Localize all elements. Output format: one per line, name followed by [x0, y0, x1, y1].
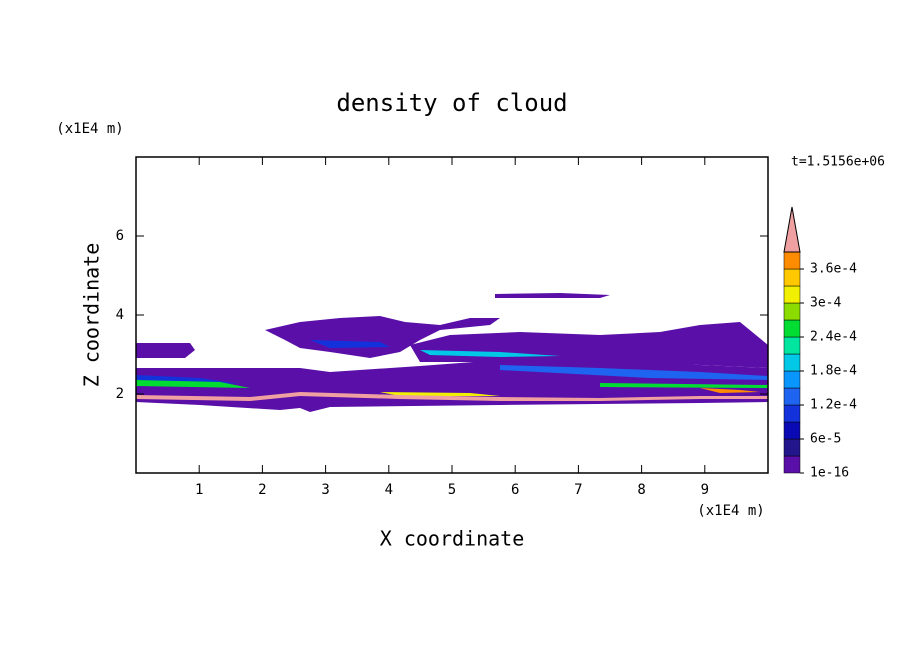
contour-region [700, 388, 760, 393]
x-tick-label: 8 [637, 482, 645, 498]
colorbar-box [783, 285, 801, 304]
contour-region-over [136, 392, 768, 401]
colorbar-box [783, 438, 801, 457]
chart-title: density of cloud [336, 89, 567, 117]
contour-region [136, 380, 250, 388]
contour-region [380, 392, 500, 396]
colorbar-box [783, 302, 801, 321]
colorbar-box [783, 319, 801, 338]
colorbar-label: 3e-4 [810, 296, 841, 311]
colorbar-label: 1e-16 [810, 466, 849, 481]
y-tick-label: 2 [116, 386, 124, 402]
contour-region [420, 350, 560, 357]
x-unit: (x1E4 m) [697, 503, 764, 519]
y-tick-label: 4 [116, 307, 124, 323]
contour-region [495, 293, 610, 298]
x-tick-label: 5 [448, 482, 456, 498]
y-axis-label: Z coordinate [80, 243, 104, 388]
colorbar-box [783, 336, 801, 355]
colorbar-box [783, 404, 801, 423]
time-label: t=1.5156e+06 [791, 155, 885, 170]
contour-region [265, 316, 500, 358]
colorbar-label: 6e-5 [810, 432, 841, 447]
colorbar-label: 2.4e-4 [810, 330, 857, 345]
contour-region [136, 375, 240, 384]
x-axis-label: X coordinate [380, 527, 525, 551]
colorbar-box [783, 251, 801, 270]
colorbar-box [783, 455, 801, 474]
colorbar-box [783, 421, 801, 440]
contour-region [310, 340, 390, 348]
y-tick-label: 6 [116, 228, 124, 244]
x-tick-label: 6 [511, 482, 519, 498]
y-unit: (x1E4 m) [56, 121, 123, 137]
colorbar-box [783, 370, 801, 389]
x-tick-label: 3 [321, 482, 329, 498]
x-tick-label: 4 [385, 482, 393, 498]
x-tick-label: 2 [258, 482, 266, 498]
contour-region [500, 365, 768, 380]
contour-region [600, 383, 768, 388]
colorbar-box [783, 268, 801, 287]
colorbar-over [783, 206, 801, 253]
x-tick-label: 1 [195, 482, 203, 498]
colorbar-box [783, 387, 801, 406]
colorbar-label: 1.8e-4 [810, 364, 857, 379]
x-tick-label: 9 [701, 482, 709, 498]
contour-region [136, 343, 195, 358]
x-tick-label: 7 [574, 482, 582, 498]
colorbar-label: 3.6e-4 [810, 262, 857, 277]
colorbar-label: 1.2e-4 [810, 398, 857, 413]
colorbar-box [783, 353, 801, 372]
